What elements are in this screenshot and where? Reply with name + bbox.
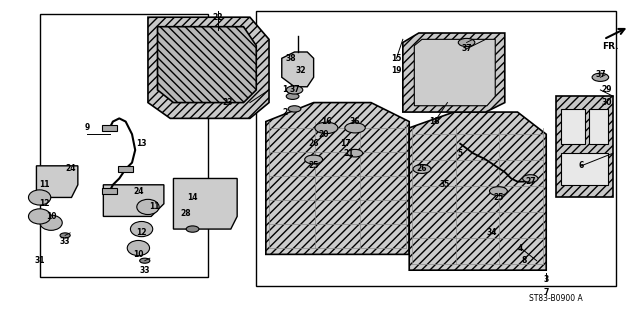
Text: 26: 26: [417, 165, 428, 174]
Text: 35: 35: [439, 180, 449, 189]
Polygon shape: [36, 166, 78, 197]
Text: 21: 21: [344, 149, 354, 158]
Text: 25: 25: [308, 161, 319, 170]
Bar: [102, 125, 117, 131]
Bar: [561, 153, 608, 185]
Text: 13: 13: [136, 139, 147, 148]
Polygon shape: [414, 39, 495, 106]
Polygon shape: [148, 17, 269, 118]
Text: 33: 33: [140, 266, 150, 275]
Text: 18: 18: [429, 117, 440, 126]
Polygon shape: [282, 52, 314, 87]
Ellipse shape: [131, 221, 153, 237]
Text: 28: 28: [181, 209, 191, 218]
Text: 11: 11: [149, 203, 159, 211]
Circle shape: [595, 75, 605, 80]
Circle shape: [286, 93, 299, 100]
Text: 6: 6: [579, 161, 584, 170]
Text: 19: 19: [391, 66, 402, 76]
Text: 11: 11: [40, 180, 50, 189]
Circle shape: [288, 106, 301, 112]
Bar: [102, 188, 117, 194]
Text: 20: 20: [318, 130, 328, 139]
Polygon shape: [103, 185, 164, 216]
Ellipse shape: [137, 199, 159, 214]
Polygon shape: [403, 33, 505, 112]
Circle shape: [345, 123, 365, 133]
Circle shape: [186, 226, 199, 232]
Text: 30: 30: [602, 98, 612, 107]
Bar: [118, 166, 133, 172]
Circle shape: [458, 38, 475, 47]
Text: 1: 1: [282, 85, 287, 94]
Polygon shape: [409, 112, 546, 270]
Ellipse shape: [28, 190, 51, 205]
Ellipse shape: [40, 215, 62, 230]
Text: 16: 16: [321, 117, 332, 126]
Bar: [589, 109, 608, 144]
Circle shape: [413, 165, 431, 174]
Text: 4: 4: [518, 243, 524, 253]
Text: 24: 24: [133, 187, 143, 196]
Text: 8: 8: [521, 256, 527, 265]
Circle shape: [523, 175, 538, 182]
Circle shape: [315, 122, 338, 134]
Circle shape: [592, 73, 609, 81]
Circle shape: [305, 155, 323, 164]
Text: 32: 32: [296, 66, 306, 76]
Text: 14: 14: [188, 193, 198, 202]
Polygon shape: [173, 178, 237, 229]
Text: ST83-B0900 A: ST83-B0900 A: [529, 294, 582, 303]
Text: 3: 3: [543, 275, 549, 284]
Text: 31: 31: [35, 256, 45, 265]
Text: 22: 22: [212, 13, 223, 22]
Circle shape: [348, 149, 363, 157]
Text: 37: 37: [461, 44, 472, 53]
Circle shape: [60, 233, 70, 238]
Polygon shape: [266, 103, 409, 254]
Text: 25: 25: [493, 193, 504, 202]
Text: 7: 7: [543, 288, 549, 297]
Text: 37: 37: [289, 85, 300, 94]
Text: 27: 27: [525, 177, 536, 186]
Text: 15: 15: [391, 54, 402, 63]
Text: 34: 34: [487, 228, 497, 237]
Text: 12: 12: [40, 199, 50, 208]
Text: 10: 10: [133, 250, 143, 259]
Circle shape: [140, 258, 150, 263]
Text: 37: 37: [595, 70, 605, 78]
Text: 9: 9: [84, 123, 90, 132]
Ellipse shape: [127, 241, 150, 256]
Text: 23: 23: [222, 98, 233, 107]
Text: 29: 29: [602, 85, 612, 94]
Text: 38: 38: [286, 54, 296, 63]
Text: 33: 33: [60, 237, 70, 246]
Bar: [561, 109, 585, 144]
Text: 24: 24: [65, 165, 76, 174]
Text: FR.: FR.: [602, 42, 618, 51]
Text: 17: 17: [340, 139, 351, 148]
Circle shape: [490, 187, 508, 196]
Ellipse shape: [28, 209, 51, 224]
Text: 36: 36: [350, 117, 360, 126]
Text: 26: 26: [308, 139, 319, 148]
Text: 10: 10: [46, 212, 56, 221]
Polygon shape: [157, 27, 256, 103]
Text: 5: 5: [458, 149, 463, 158]
Circle shape: [286, 86, 303, 94]
Circle shape: [461, 40, 472, 45]
Polygon shape: [556, 96, 613, 197]
Text: 2: 2: [282, 108, 287, 116]
Text: 12: 12: [136, 228, 147, 237]
